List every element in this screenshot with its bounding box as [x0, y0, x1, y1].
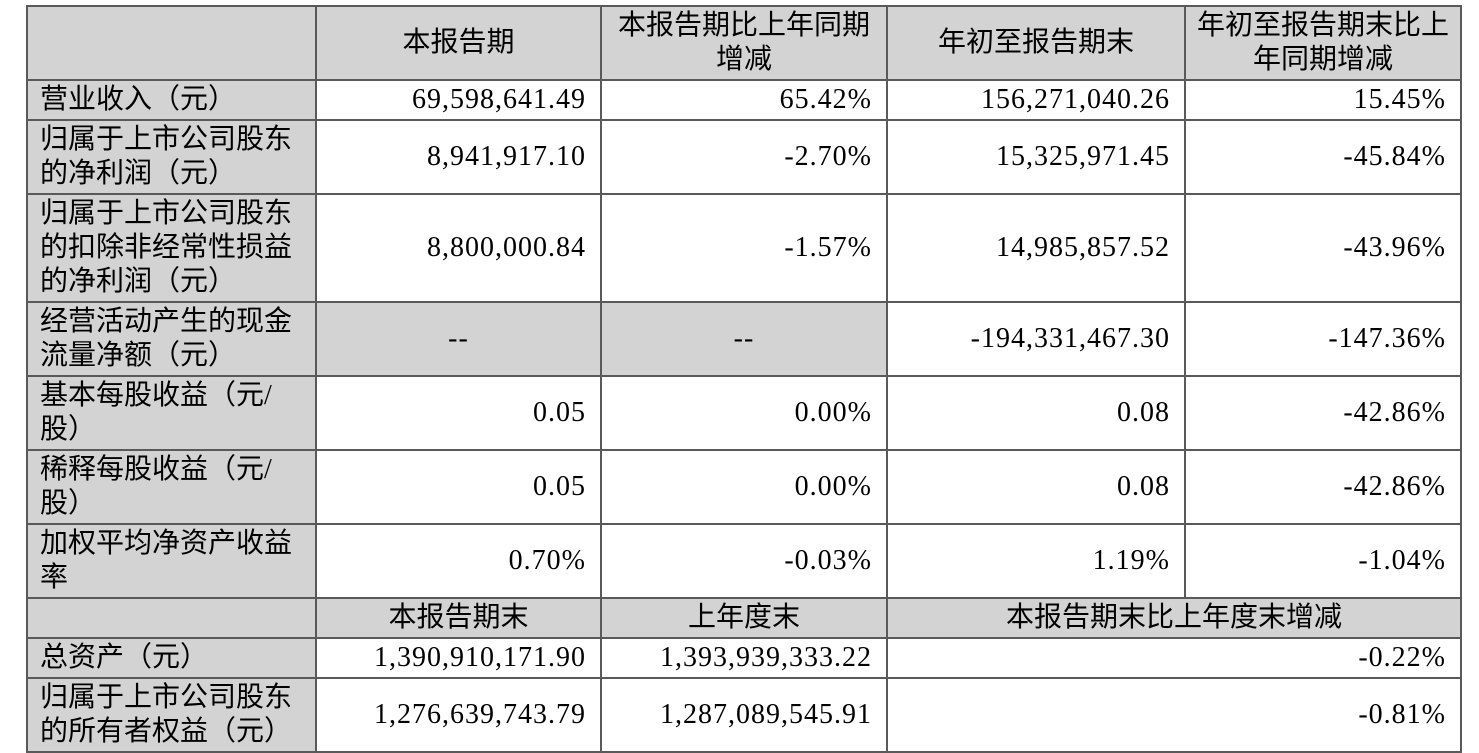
value-cell: -1.04%	[1184, 523, 1462, 599]
row-label: 营业收入（元）	[26, 79, 317, 121]
table-row-net-profit: 归属于上市公司股东的净利润（元） 8,941,917.10 -2.70% 15,…	[26, 119, 1462, 195]
value-cell: 0.08	[886, 449, 1186, 525]
section2-header-row: 本报告期末 上年度末 本报告期末比上年度末增减	[26, 597, 1462, 639]
value-cell: 156,271,040.26	[886, 79, 1186, 121]
value-cell: 69,598,641.49	[315, 79, 602, 121]
value-cell: -1.57%	[600, 193, 888, 303]
row-label: 基本每股收益（元/股）	[26, 375, 317, 451]
value-cell: 1,393,939,333.22	[600, 637, 888, 679]
table-row-operating-cash-flow: 经营活动产生的现金流量净额（元） -- -- -194,331,467.30 -…	[26, 301, 1462, 377]
col-header-current-vs-prior-yoy: 本报告期比上年同期增减	[600, 5, 888, 81]
row-label: 稀释每股收益（元/股）	[26, 449, 317, 525]
value-cell: -45.84%	[1184, 119, 1462, 195]
row-label: 经营活动产生的现金流量净额（元）	[26, 301, 317, 377]
col-header-prior-year-end: 上年度末	[600, 597, 888, 639]
row-label: 归属于上市公司股东的所有者权益（元）	[26, 677, 317, 753]
value-cell: 15.45%	[1184, 79, 1462, 121]
na-cell: --	[600, 301, 888, 377]
value-cell: 0.70%	[315, 523, 602, 599]
value-cell: -0.81%	[886, 677, 1462, 753]
col-header-ytd-vs-prior-yoy: 年初至报告期末比上年同期增减	[1184, 5, 1462, 81]
na-cell: --	[315, 301, 602, 377]
value-cell: 8,800,000.84	[315, 193, 602, 303]
table-row-equity-attributable: 归属于上市公司股东的所有者权益（元） 1,276,639,743.79 1,28…	[26, 677, 1462, 753]
value-cell: -43.96%	[1184, 193, 1462, 303]
value-cell: 1,276,639,743.79	[315, 677, 602, 753]
row-label: 总资产（元）	[26, 637, 317, 679]
corner-cell	[26, 597, 317, 639]
section1-header-row: 本报告期 本报告期比上年同期增减 年初至报告期末 年初至报告期末比上年同期增减	[26, 5, 1462, 81]
value-cell: 1,390,910,171.90	[315, 637, 602, 679]
col-header-ytd: 年初至报告期末	[886, 5, 1186, 81]
value-cell: -2.70%	[600, 119, 888, 195]
value-cell: 0.05	[315, 375, 602, 451]
col-header-current-period: 本报告期	[315, 5, 602, 81]
value-cell: -194,331,467.30	[886, 301, 1186, 377]
col-header-period-end-vs-prior-year-end: 本报告期末比上年度末增减	[886, 597, 1462, 639]
value-cell: -147.36%	[1184, 301, 1462, 377]
value-cell: -42.86%	[1184, 449, 1462, 525]
value-cell: 1.19%	[886, 523, 1186, 599]
value-cell: -0.22%	[886, 637, 1462, 679]
value-cell: 65.42%	[600, 79, 888, 121]
table-row-weighted-avg-roe: 加权平均净资产收益率 0.70% -0.03% 1.19% -1.04%	[26, 523, 1462, 599]
table-row-basic-eps: 基本每股收益（元/股） 0.05 0.00% 0.08 -42.86%	[26, 375, 1462, 451]
table-row-diluted-eps: 稀释每股收益（元/股） 0.05 0.00% 0.08 -42.86%	[26, 449, 1462, 525]
value-cell: -42.86%	[1184, 375, 1462, 451]
value-cell: -0.03%	[600, 523, 888, 599]
table-row-total-assets: 总资产（元） 1,390,910,171.90 1,393,939,333.22…	[26, 637, 1462, 679]
corner-cell	[26, 5, 317, 81]
value-cell: 0.05	[315, 449, 602, 525]
value-cell: 1,287,089,545.91	[600, 677, 888, 753]
value-cell: 0.00%	[600, 375, 888, 451]
table-row-net-profit-excl-nonrecurring: 归属于上市公司股东的扣除非经常性损益的净利润（元） 8,800,000.84 -…	[26, 193, 1462, 303]
report-page: 本报告期 本报告期比上年同期增减 年初至报告期末 年初至报告期末比上年同期增减 …	[0, 5, 1479, 753]
value-cell: 15,325,971.45	[886, 119, 1186, 195]
value-cell: 0.00%	[600, 449, 888, 525]
row-label: 归属于上市公司股东的净利润（元）	[26, 119, 317, 195]
value-cell: 8,941,917.10	[315, 119, 602, 195]
row-label: 加权平均净资产收益率	[26, 523, 317, 599]
value-cell: 14,985,857.52	[886, 193, 1186, 303]
financial-summary-table: 本报告期 本报告期比上年同期增减 年初至报告期末 年初至报告期末比上年同期增减 …	[26, 5, 1462, 753]
row-label: 归属于上市公司股东的扣除非经常性损益的净利润（元）	[26, 193, 317, 303]
table-row-revenue: 营业收入（元） 69,598,641.49 65.42% 156,271,040…	[26, 79, 1462, 121]
col-header-period-end: 本报告期末	[315, 597, 602, 639]
value-cell: 0.08	[886, 375, 1186, 451]
